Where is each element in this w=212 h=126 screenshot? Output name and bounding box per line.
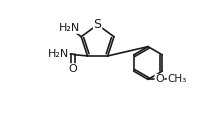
Text: H₂N: H₂N: [48, 49, 69, 59]
Text: O: O: [155, 74, 164, 84]
Text: O: O: [68, 64, 77, 74]
Text: S: S: [94, 18, 102, 31]
Text: CH₃: CH₃: [167, 74, 187, 84]
Text: H₂N: H₂N: [59, 23, 80, 33]
